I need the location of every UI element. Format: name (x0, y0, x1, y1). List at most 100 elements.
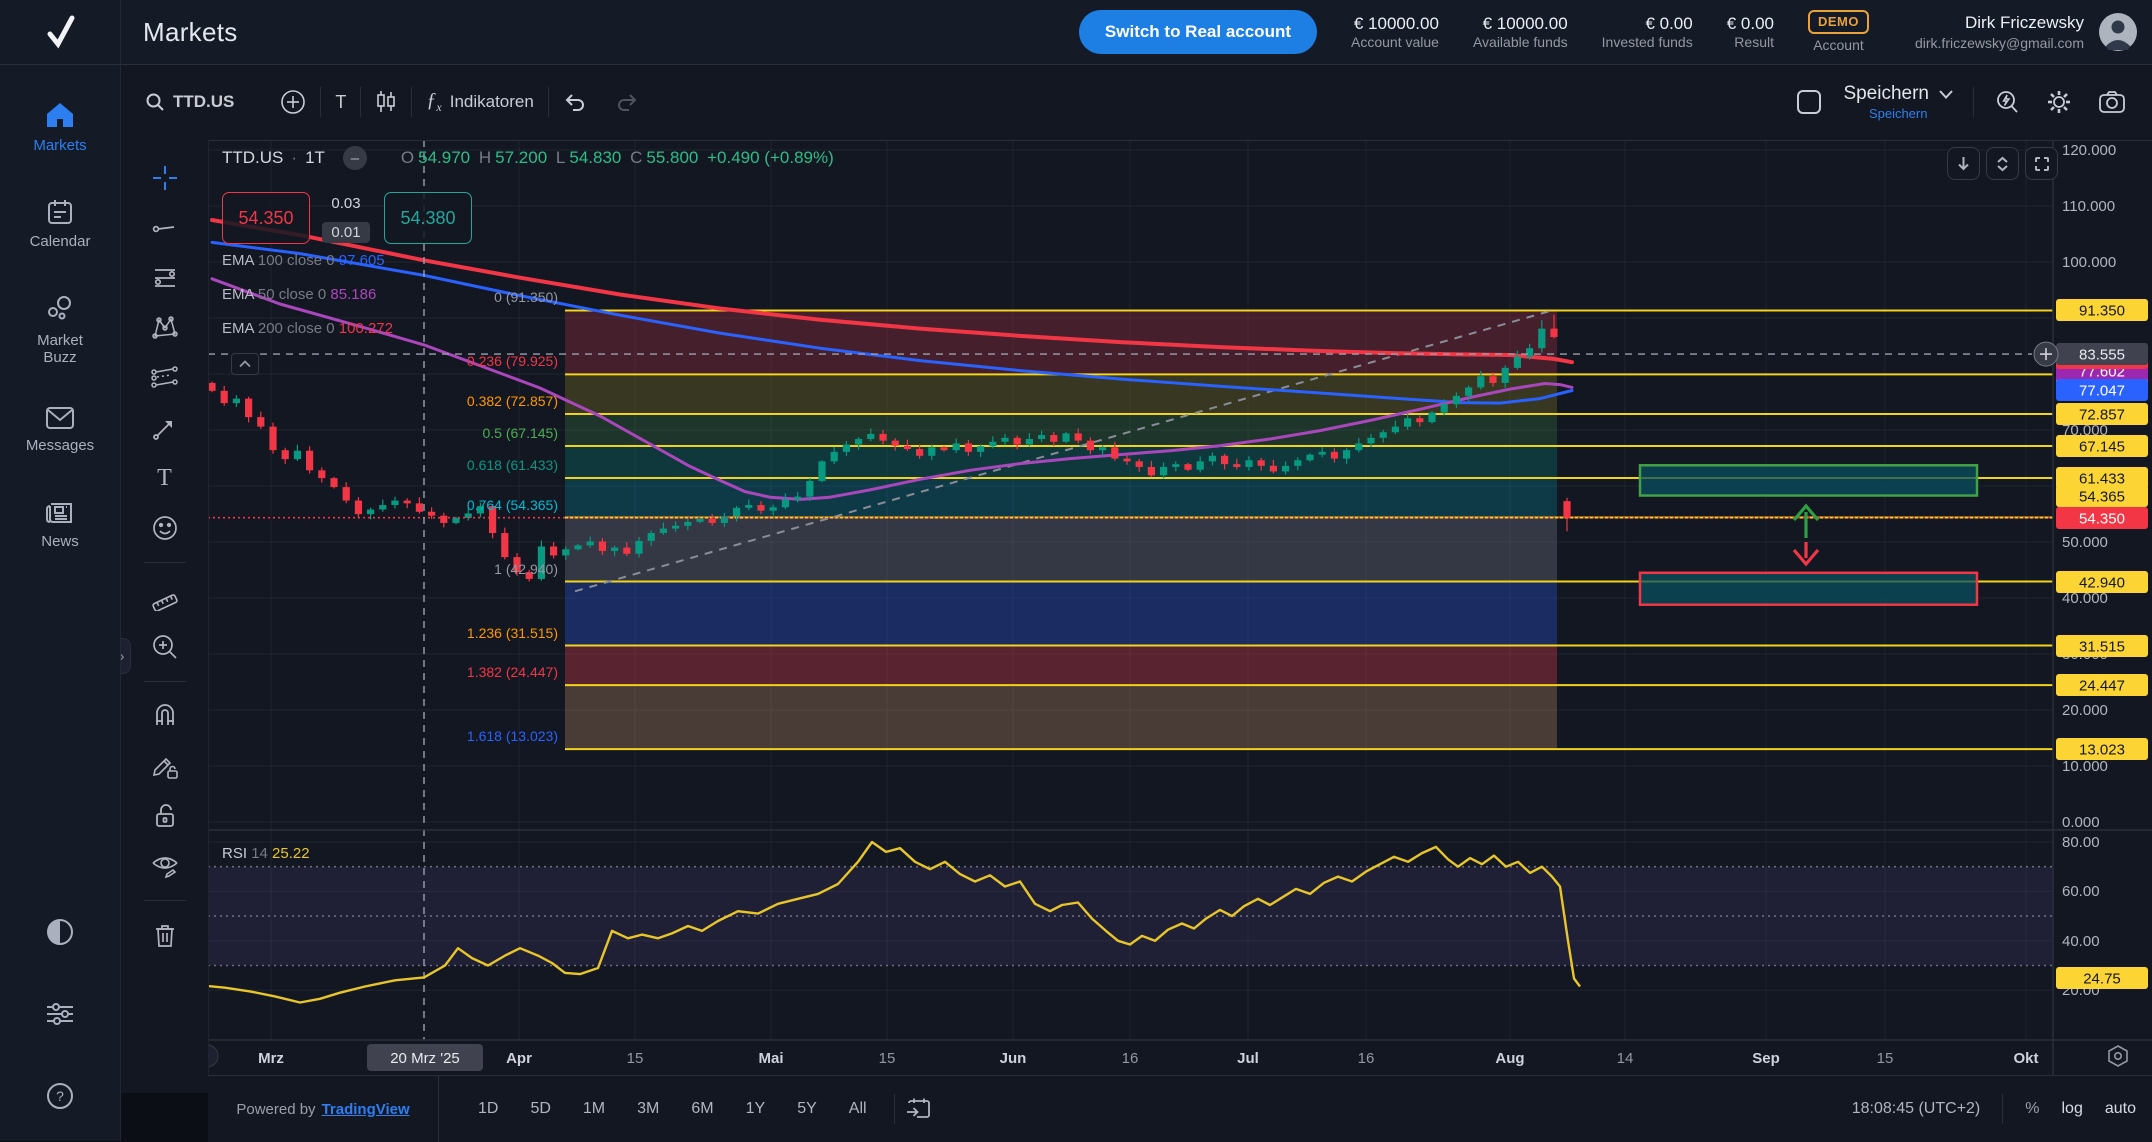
svg-text:16: 16 (1122, 1050, 1139, 1067)
magnet-icon (152, 703, 178, 729)
range-1D[interactable]: 1D (469, 1094, 507, 1124)
layout-checkbox[interactable] (1795, 88, 1823, 116)
svg-text:0.000: 0.000 (2062, 814, 2100, 831)
sidebar-item-calendar[interactable]: Calendar (0, 198, 120, 250)
collapse-icon (1995, 156, 2010, 172)
rsi-legend[interactable]: RSI 14 25.22 (222, 845, 310, 862)
drawing-mode-lock-button[interactable] (145, 746, 185, 786)
quick-search-button[interactable] (1994, 89, 2020, 115)
indicators-button[interactable]: ƒx Indikatoren (426, 89, 533, 115)
legend-timeframe[interactable]: 1T (305, 148, 325, 168)
zoom-in-tool[interactable] (145, 627, 185, 667)
chart-settings-button[interactable] (2046, 89, 2072, 115)
scroll-to-real-time-button[interactable] (1947, 147, 1980, 180)
hide-drawings-button[interactable] (145, 846, 185, 886)
range-6M[interactable]: 6M (682, 1094, 722, 1124)
undo-button[interactable] (563, 91, 587, 113)
lock-icon (153, 803, 177, 829)
symbol-search[interactable]: TTD.US (145, 92, 234, 112)
available-funds-stat: € 10000.00Available funds (1473, 13, 1568, 52)
toolbar-collapse-button[interactable] (231, 353, 259, 375)
result-stat: € 0.00Result (1727, 13, 1774, 52)
checkmark-logo-icon (38, 10, 82, 54)
sidebar-item-news[interactable]: News (0, 498, 120, 550)
collapse-pane-button[interactable] (1986, 147, 2019, 180)
range-1M[interactable]: 1M (574, 1094, 614, 1124)
pattern-tool[interactable] (145, 308, 185, 348)
range-3M[interactable]: 3M (628, 1094, 668, 1124)
compare-add-button[interactable] (280, 89, 306, 115)
app-logo[interactable] (0, 0, 121, 64)
save-layout-button[interactable]: Speichern Speichern (1843, 83, 1953, 121)
fib-lines-icon (152, 265, 178, 291)
powered-by: Powered by TradingView (208, 1076, 439, 1142)
range-All[interactable]: All (840, 1094, 876, 1124)
switch-to-real-account-button[interactable]: Switch to Real account (1079, 10, 1317, 54)
ema-200-legend[interactable]: EMA 200 close 0 100.272 (222, 320, 393, 342)
svg-text:77.047: 77.047 (2079, 383, 2125, 400)
range-1Y[interactable]: 1Y (737, 1094, 775, 1124)
screenshot-button[interactable] (2098, 90, 2126, 114)
trend-line-tool[interactable] (145, 208, 185, 248)
svg-text:72.857: 72.857 (2079, 407, 2125, 424)
percent-scale-toggle[interactable]: % (2025, 1100, 2039, 1118)
range-5Y[interactable]: 5Y (788, 1094, 826, 1124)
fib-retracement-tool[interactable] (145, 258, 185, 298)
arrow-tool[interactable] (145, 408, 185, 448)
chart-legend: TTD.US · 1T – O54.970 H57.200 L54.830 C5… (222, 146, 838, 170)
ema-50-legend[interactable]: EMA 50 close 0 85.186 (222, 286, 376, 308)
svg-text:?: ? (56, 1088, 64, 1104)
emoji-tool[interactable] (145, 508, 185, 548)
auto-scale-toggle[interactable]: auto (2105, 1100, 2136, 1118)
invested-funds-stat: € 0.00Invested funds (1602, 13, 1693, 52)
price-axis: 120.000110.000100.00070.00050.00040.0003… (2056, 142, 2148, 999)
top-bar: Markets Switch to Real account € 10000.0… (0, 0, 2152, 65)
buy-ask-button[interactable]: 54.380 (384, 192, 472, 244)
svg-text:14: 14 (1617, 1050, 1634, 1067)
range-5D[interactable]: 5D (521, 1094, 559, 1124)
goto-date-button[interactable] (905, 1097, 931, 1121)
crosshair-tool[interactable] (145, 158, 185, 198)
parallel-lines-icon (151, 365, 179, 391)
demo-account-badge: DEMO Account (1808, 10, 1869, 53)
newspaper-icon (45, 498, 75, 526)
down-arrow (1794, 542, 1818, 564)
sell-bid-button[interactable]: 54.350 (222, 192, 310, 244)
chart-type-button[interactable] (375, 90, 397, 114)
remove-drawings-button[interactable] (145, 915, 185, 955)
fullscreen-button[interactable] (2025, 147, 2058, 180)
hide-series-button[interactable]: – (343, 146, 367, 170)
help-icon[interactable]: ? (45, 1081, 75, 1111)
scroll-left-button: ‹ (208, 1045, 218, 1067)
projection-tool[interactable] (145, 358, 185, 398)
bottom-bar: Powered by TradingView 1D 5D 1M 3M 6M 1Y 5Y All… (208, 1075, 2152, 1142)
flash-search-icon (1994, 89, 2020, 115)
text-tool[interactable]: T (145, 458, 185, 498)
svg-text:24.447: 24.447 (2079, 678, 2125, 695)
sidebar-item-markets[interactable]: Markets (0, 100, 120, 154)
price-chart[interactable]: 120.000110.000100.00070.00050.00040.0003… (208, 140, 2152, 1075)
redo-button[interactable] (615, 91, 639, 113)
svg-text:Jun: Jun (1000, 1050, 1027, 1067)
zoom-in-icon (151, 633, 179, 661)
sidebar-item-market-buzz[interactable]: Market Buzz (0, 295, 120, 367)
magnet-mode-button[interactable] (145, 696, 185, 736)
avatar[interactable] (2098, 12, 2138, 52)
clock[interactable]: 18:08:45 (UTC+2) (1852, 1100, 1981, 1118)
tradingview-link[interactable]: TradingView (322, 1101, 410, 1118)
sidebar-item-messages[interactable]: Messages (0, 406, 120, 454)
settings-sliders-icon[interactable] (45, 999, 75, 1029)
lock-all-drawings-button[interactable] (145, 796, 185, 836)
measure-tool[interactable] (145, 577, 185, 617)
ema-100-legend[interactable]: EMA 100 close 0 97.605 (222, 252, 385, 274)
undo-icon (563, 91, 587, 113)
svg-text:83.555: 83.555 (2079, 347, 2125, 364)
svg-text:24.75: 24.75 (2083, 971, 2121, 988)
log-scale-toggle[interactable]: log (2062, 1100, 2083, 1118)
svg-text:60.00: 60.00 (2062, 883, 2100, 900)
interval-button[interactable]: T (335, 92, 346, 113)
theme-contrast-icon[interactable] (45, 917, 75, 947)
gear-icon (2046, 89, 2072, 115)
svg-text:42.940: 42.940 (2079, 575, 2125, 592)
legend-symbol[interactable]: TTD.US (222, 148, 283, 168)
